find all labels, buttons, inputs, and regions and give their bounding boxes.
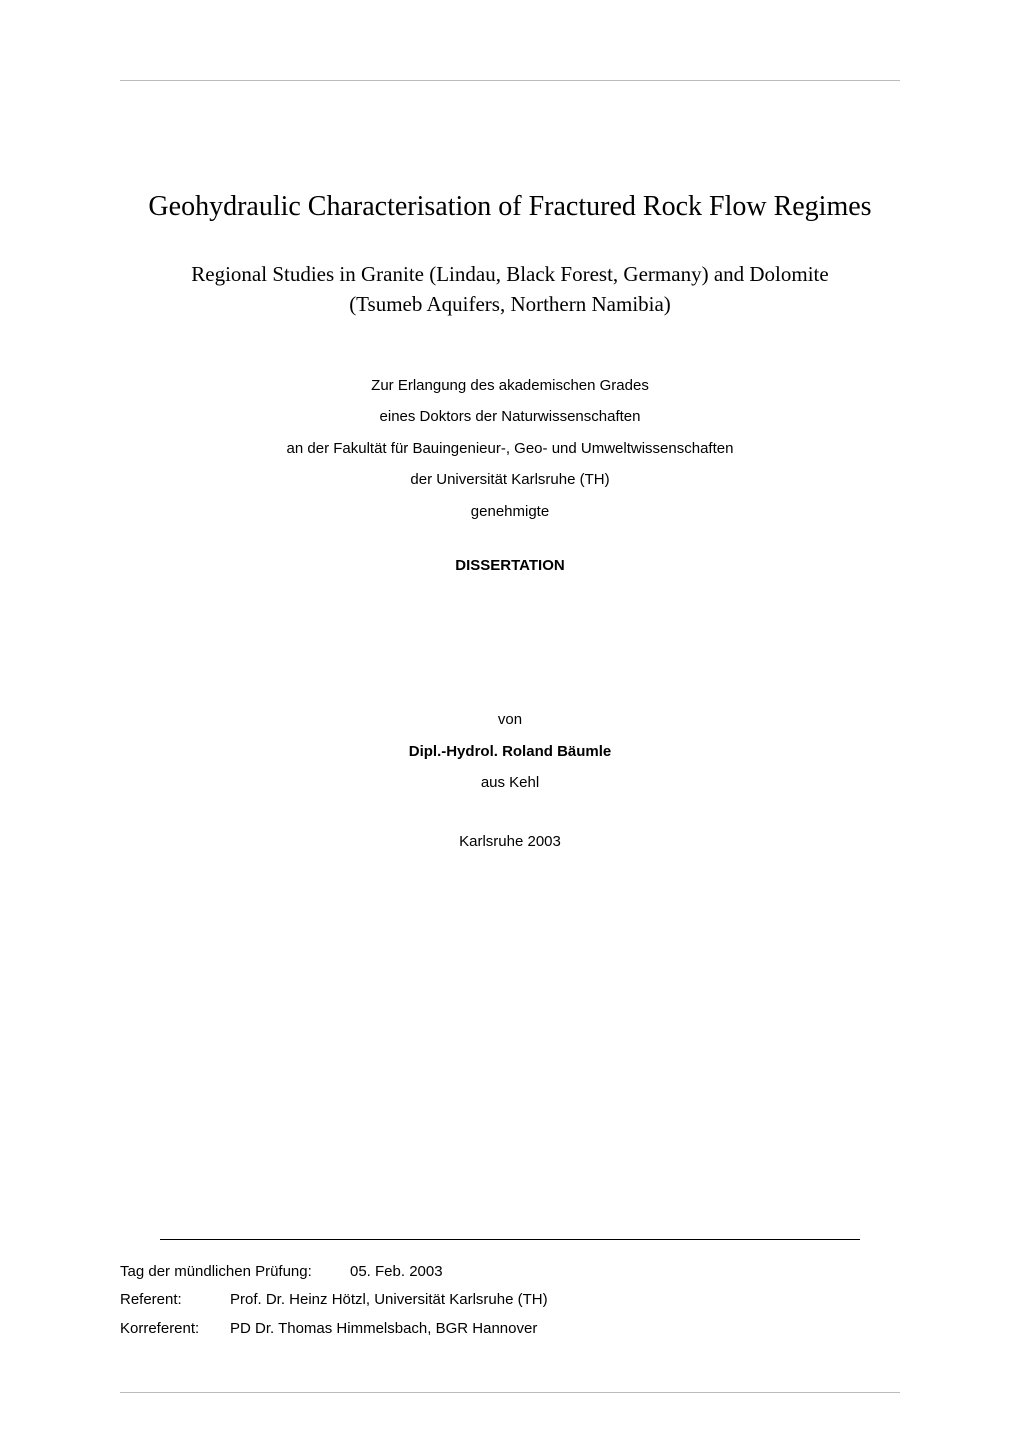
front-line-1: Zur Erlangung des akademischen Grades (120, 370, 900, 402)
defense-value: 05. Feb. 2003 (350, 1258, 443, 1287)
defense-line: Tag der mündlichen Prüfung: 05. Feb. 200… (120, 1258, 900, 1287)
subtitle-line-1: Regional Studies in Granite (Lindau, Bla… (120, 259, 900, 289)
dissertation-title: Geohydraulic Characterisation of Fractur… (120, 191, 900, 223)
referee-value: Prof. Dr. Heinz Hötzl, Universität Karls… (230, 1286, 548, 1315)
coreferee-line: Korreferent: PD Dr. Thomas Himmelsbach, … (120, 1315, 900, 1344)
dissertation-label: DISSERTATION (120, 557, 900, 574)
coreferee-value: PD Dr. Thomas Himmelsbach, BGR Hannover (230, 1315, 537, 1344)
bottom-horizontal-rule (120, 1392, 900, 1393)
front-line-3: an der Fakultät für Bauingenieur-, Geo- … (120, 433, 900, 465)
author-origin: aus Kehl (120, 767, 900, 799)
footer-block: Tag der mündlichen Prüfung: 05. Feb. 200… (120, 1239, 900, 1344)
author-by-label: von (120, 704, 900, 736)
referee-label: Referent: (120, 1286, 230, 1315)
defense-label: Tag der mündlichen Prüfung: (120, 1258, 350, 1287)
footer-rule (160, 1239, 860, 1240)
front-line-5: genehmigte (120, 496, 900, 528)
dissertation-subtitle: Regional Studies in Granite (Lindau, Bla… (120, 259, 900, 320)
author-block: von Dipl.-Hydrol. Roland Bäumle aus Kehl (120, 704, 900, 799)
author-name: Dipl.-Hydrol. Roland Bäumle (120, 736, 900, 768)
publication-place-year: Karlsruhe 2003 (120, 833, 900, 850)
title-page: Geohydraulic Characterisation of Fractur… (0, 0, 1020, 1443)
coreferee-label: Korreferent: (120, 1315, 230, 1344)
top-horizontal-rule (120, 80, 900, 81)
front-matter-block: Zur Erlangung des akademischen Grades ei… (120, 370, 900, 528)
subtitle-line-2: (Tsumeb Aquifers, Northern Namibia) (120, 289, 900, 319)
front-line-4: der Universität Karlsruhe (TH) (120, 464, 900, 496)
referee-line: Referent: Prof. Dr. Heinz Hötzl, Univers… (120, 1286, 900, 1315)
front-line-2: eines Doktors der Naturwissenschaften (120, 401, 900, 433)
